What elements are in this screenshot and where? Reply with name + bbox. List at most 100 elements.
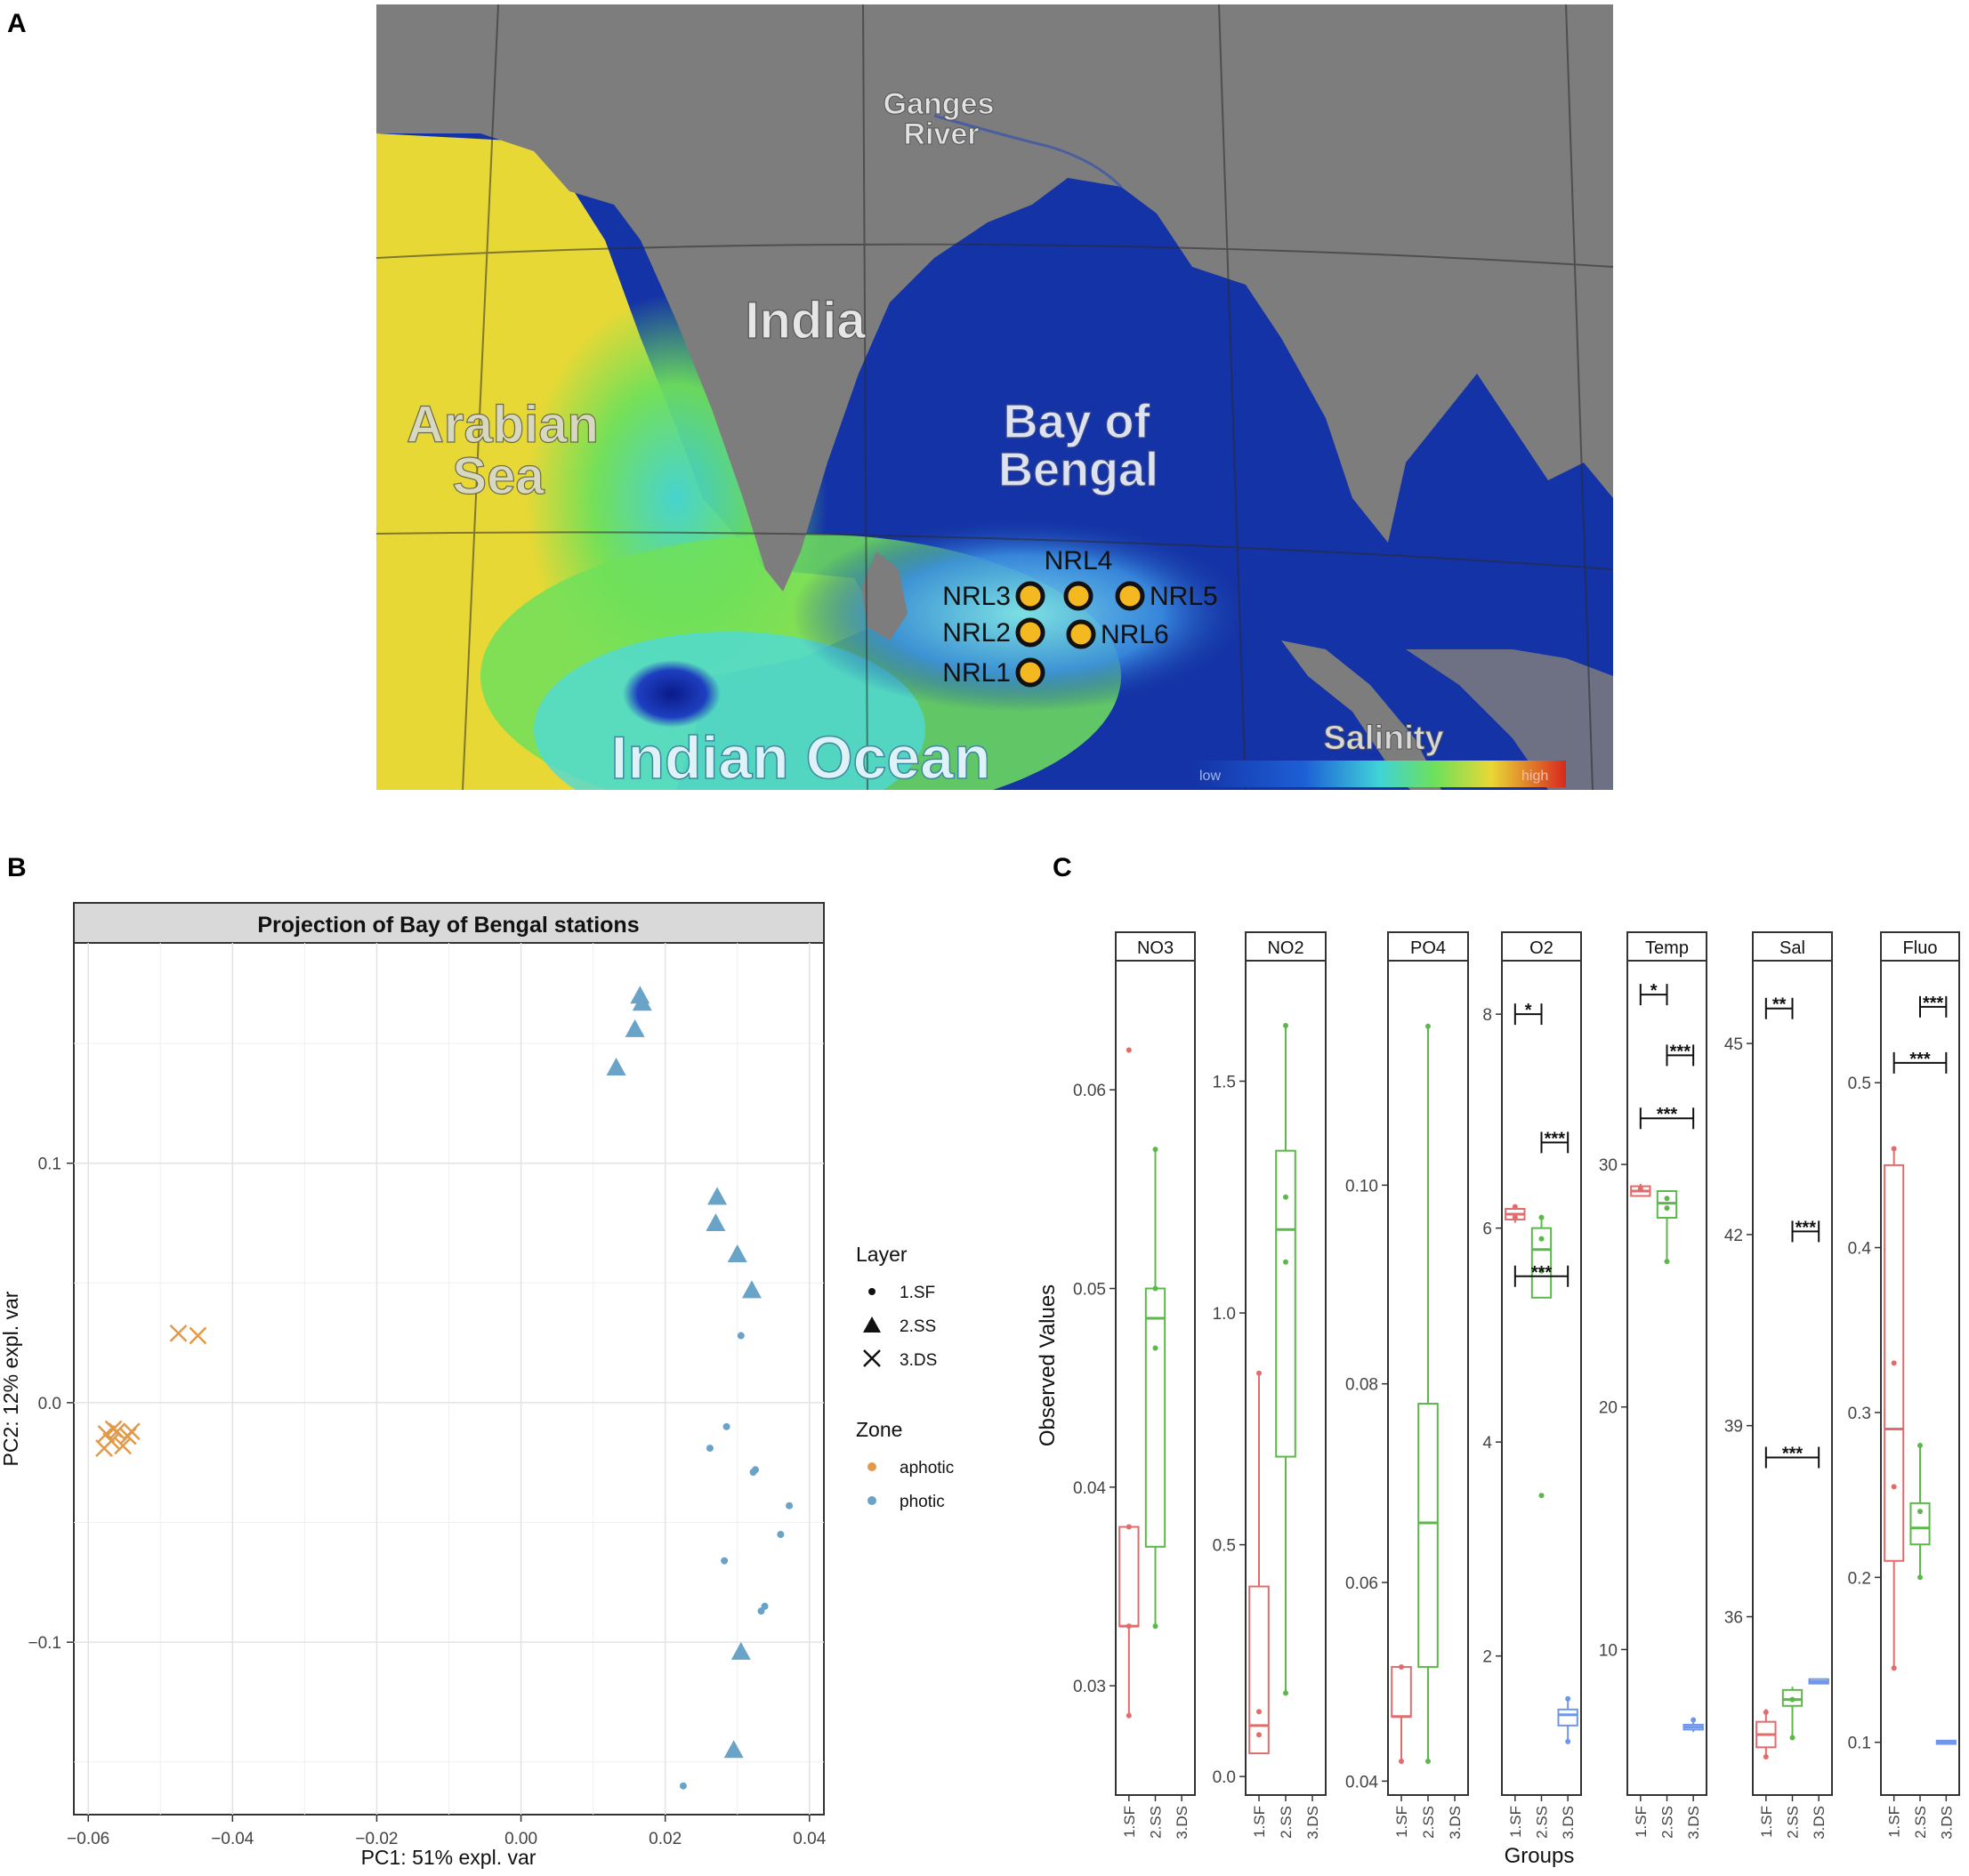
facet-xtick-label: 2.SS <box>1659 1806 1676 1839</box>
map-label-indian-ocean: Indian Ocean <box>611 724 991 792</box>
map-label-arabian-2: Sea <box>452 447 545 505</box>
facet-ytick-label: 0.2 <box>1848 1569 1871 1588</box>
map-light-bay-band <box>792 516 1255 712</box>
facet-ytick-label: 4 <box>1482 1434 1492 1453</box>
pca-xtick-label: 0.00 <box>504 1830 537 1848</box>
box-point <box>1691 1717 1697 1723</box>
pca-point-sf <box>706 1445 714 1453</box>
box-point <box>1891 1360 1897 1366</box>
ganges-river-line <box>933 114 1123 189</box>
pca-point-sf <box>749 1469 757 1476</box>
box-point <box>1126 1623 1132 1630</box>
pca-point-ds <box>114 1437 133 1455</box>
box-point <box>1256 1732 1262 1738</box>
sig-label: *** <box>1670 1042 1691 1061</box>
pca-ticks: −0.06 −0.04 −0.02 0.00 0.02 0.04 −0.1 0.0 0.1 <box>28 1155 826 1848</box>
legend-layer-ss: 2.SS <box>900 1317 936 1336</box>
facet-ytick-label: 0.4 <box>1848 1240 1872 1259</box>
map-label-salinity: Salinity <box>1323 720 1443 757</box>
facet-ytick-label: 0.03 <box>1073 1678 1106 1696</box>
pca-point-ss <box>707 1187 728 1205</box>
facet-xtick-label: 1.SF <box>1886 1806 1903 1838</box>
pca-point-sf <box>679 1782 687 1790</box>
facet-xtick-label: 3.DS <box>1174 1806 1190 1840</box>
pca-point-sf <box>786 1502 794 1510</box>
box-ylabel: Observed Values <box>1036 1284 1060 1446</box>
box-body <box>1118 1526 1140 1628</box>
station-markers: NRL1 NRL2 NRL3 NRL4 NRL5 NRL6 <box>942 546 1217 688</box>
legend-zone-title: Zone <box>856 1418 902 1441</box>
pca-legend: Layer 1.SF 2.SS 3.DS Zone aphotic photic <box>856 1243 954 1511</box>
pca-xtick-label: −0.02 <box>355 1830 398 1848</box>
facets: NO3 0.03 0.04 0.05 0.06 1.SF 2.SS 3.DS NO2 0.0 0.5… <box>1073 931 1960 1840</box>
facet-xtick-label: 2.SS <box>1785 1806 1802 1839</box>
map-label-bay: Bay of Bengal <box>997 394 1158 496</box>
facet-ytick-label: 0.1 <box>1848 1735 1871 1753</box>
facet-xtick-label: 1.SF <box>1758 1806 1775 1838</box>
facet-ytick-label: 36 <box>1724 1609 1743 1628</box>
pca-point-ds <box>169 1324 188 1342</box>
facet-xtick-label: 3.DS <box>1685 1806 1702 1840</box>
box-point <box>1283 1690 1288 1696</box>
box-point <box>1538 1214 1545 1220</box>
facet-xtick-label: 2.SS <box>1534 1806 1551 1839</box>
box-point <box>1256 1370 1262 1376</box>
box-body <box>1144 1287 1166 1548</box>
pca-point-ss <box>706 1213 726 1231</box>
box-point <box>1152 1147 1158 1153</box>
facet-ytick-label: 0.04 <box>1345 1773 1378 1791</box>
facet-xtick-label: 1.SF <box>1121 1806 1138 1838</box>
facet-panel <box>1626 960 1707 1796</box>
facet-xtick-label: 2.SS <box>1278 1806 1295 1839</box>
sig-bracket <box>1791 1220 1820 1243</box>
box-point <box>1399 1759 1404 1765</box>
box-point <box>1891 1146 1897 1152</box>
pca-ytick-label: 0.1 <box>38 1155 61 1174</box>
legend-triangle-shape <box>863 1316 881 1333</box>
legend-layer-title: Layer <box>856 1243 908 1266</box>
facet-ytick-label: 0.06 <box>1073 1082 1106 1100</box>
facet-strip <box>1387 931 1469 962</box>
pca-point-ss <box>741 1280 762 1299</box>
box-body <box>1417 1403 1439 1668</box>
legend-zone-photic: photic <box>900 1493 945 1511</box>
facet-strip <box>1245 931 1327 962</box>
facet-po4: PO4 0.04 0.06 0.08 0.10 1.SF 2.SS 3.DS <box>1345 931 1469 1840</box>
facet-ytick-label: 45 <box>1724 1035 1743 1054</box>
box-point <box>1763 1754 1769 1760</box>
facet-strip-label: Temp <box>1645 938 1689 958</box>
facet-panel <box>1501 960 1582 1796</box>
box-point <box>1126 1047 1132 1053</box>
sig-bracket <box>1540 1131 1570 1154</box>
facet-strip <box>1626 931 1707 962</box>
map-label-ganges-1: Ganges <box>884 87 995 121</box>
facet-strip <box>1752 931 1833 962</box>
sig-bracket <box>1639 1107 1695 1130</box>
salinity-colorbar <box>1192 761 1566 787</box>
box-xlabel: Groups <box>1505 1844 1575 1868</box>
pca-xtick-label: 0.02 <box>649 1830 682 1848</box>
map-label-india: India <box>745 292 866 350</box>
sig-bracket <box>1513 1003 1543 1026</box>
facet-ytick-label: 30 <box>1599 1156 1618 1175</box>
facet-xtick-label: 1.SF <box>1633 1806 1650 1838</box>
box-point <box>1664 1259 1670 1265</box>
facet-ytick-label: 0.05 <box>1073 1281 1106 1300</box>
facet-ytick-label: 1.0 <box>1213 1305 1236 1324</box>
box-point <box>1425 1759 1431 1765</box>
facet-no2: NO2 0.0 0.5 1.0 1.5 1.SF 2.SS 3.DS <box>1213 931 1327 1840</box>
pca-point-sf <box>777 1531 785 1538</box>
pca-point-ss <box>730 1641 751 1660</box>
pca-point-ss <box>606 1058 626 1075</box>
facet-strip-label: NO3 <box>1137 938 1174 958</box>
sig-bracket <box>1892 1051 1948 1074</box>
facet-xtick-label: 3.DS <box>1304 1806 1321 1840</box>
pca-grid <box>74 943 824 1815</box>
box-point <box>1565 1738 1571 1744</box>
pca-point-ds <box>122 1422 141 1441</box>
facet-strip-label: O2 <box>1529 938 1553 958</box>
panel-label-a: A <box>7 9 27 38</box>
facet-ytick-label: 42 <box>1724 1227 1743 1245</box>
